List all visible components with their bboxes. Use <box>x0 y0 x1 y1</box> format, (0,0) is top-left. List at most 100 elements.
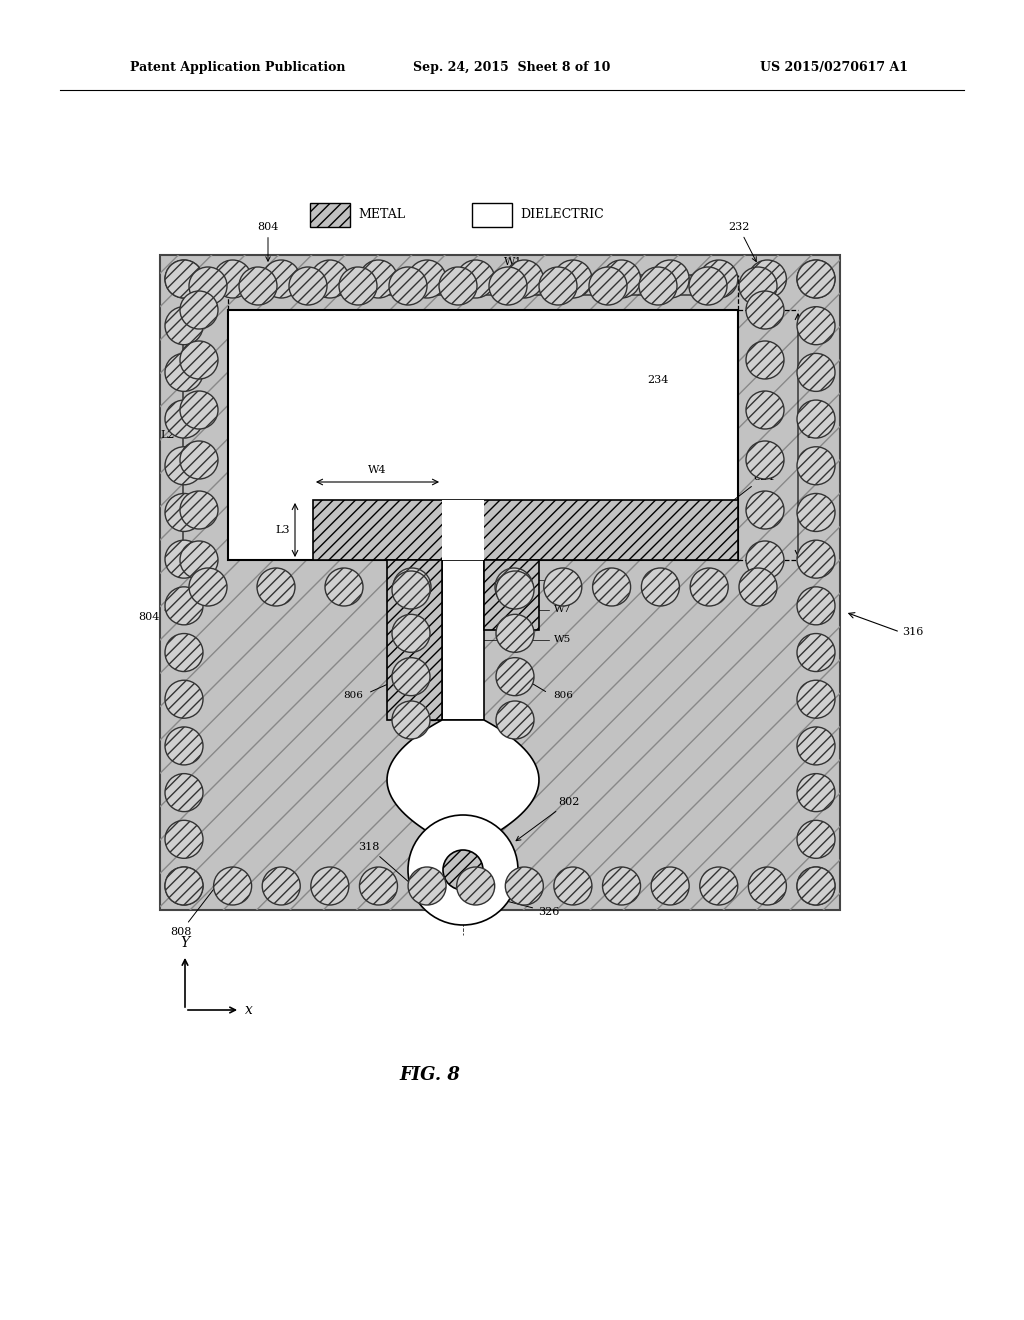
Circle shape <box>392 657 430 696</box>
Circle shape <box>746 441 784 479</box>
Text: 318: 318 <box>358 842 415 887</box>
Circle shape <box>746 541 784 579</box>
Text: 802: 802 <box>516 797 580 841</box>
Circle shape <box>165 260 203 298</box>
Text: Patent Application Publication: Patent Application Publication <box>130 62 345 74</box>
Text: x: x <box>245 1003 253 1016</box>
Circle shape <box>797 540 835 578</box>
Bar <box>160 255 840 909</box>
Circle shape <box>746 491 784 529</box>
Circle shape <box>496 657 534 696</box>
Circle shape <box>797 446 835 484</box>
Bar <box>310 203 350 227</box>
Circle shape <box>165 494 203 532</box>
Text: 601: 601 <box>489 537 545 564</box>
Text: L3: L3 <box>275 525 290 535</box>
Circle shape <box>165 820 203 858</box>
Text: Y: Y <box>180 936 189 950</box>
Text: 804: 804 <box>257 222 279 261</box>
Circle shape <box>797 727 835 764</box>
Circle shape <box>214 867 252 906</box>
Circle shape <box>457 260 495 298</box>
Text: W4: W4 <box>368 465 386 475</box>
Circle shape <box>699 867 737 906</box>
Circle shape <box>496 614 534 652</box>
Bar <box>472 203 512 227</box>
Polygon shape <box>387 719 539 840</box>
Circle shape <box>505 260 544 298</box>
Circle shape <box>165 774 203 812</box>
Circle shape <box>392 614 430 652</box>
Bar <box>484 560 539 630</box>
Circle shape <box>165 260 203 298</box>
Text: 806: 806 <box>553 690 572 700</box>
Circle shape <box>602 260 641 298</box>
Circle shape <box>797 867 835 906</box>
Circle shape <box>165 727 203 764</box>
Circle shape <box>749 867 786 906</box>
Circle shape <box>311 260 349 298</box>
Bar <box>387 560 442 719</box>
Text: R1: R1 <box>498 855 512 865</box>
Circle shape <box>593 568 631 606</box>
Text: L2: L2 <box>161 430 175 440</box>
Circle shape <box>496 572 534 609</box>
Circle shape <box>180 441 218 479</box>
Circle shape <box>489 267 527 305</box>
Circle shape <box>165 867 203 906</box>
Circle shape <box>639 267 677 305</box>
Circle shape <box>392 701 430 739</box>
Text: 808: 808 <box>170 884 218 937</box>
Circle shape <box>797 400 835 438</box>
Circle shape <box>180 491 218 529</box>
Circle shape <box>189 568 227 606</box>
Circle shape <box>165 634 203 672</box>
Text: W5: W5 <box>554 635 571 644</box>
Circle shape <box>749 260 786 298</box>
Circle shape <box>359 867 397 906</box>
Circle shape <box>797 354 835 392</box>
Circle shape <box>797 260 835 298</box>
Circle shape <box>165 306 203 345</box>
Circle shape <box>339 267 377 305</box>
Text: 806: 806 <box>343 690 362 700</box>
Text: 824: 824 <box>711 473 774 517</box>
Bar <box>313 500 738 560</box>
Text: 232: 232 <box>728 222 757 261</box>
Circle shape <box>797 587 835 624</box>
Circle shape <box>409 867 446 906</box>
Circle shape <box>165 867 203 906</box>
Circle shape <box>409 260 446 298</box>
Circle shape <box>180 541 218 579</box>
Circle shape <box>739 568 777 606</box>
Text: DIELECTRIC: DIELECTRIC <box>520 209 604 222</box>
Circle shape <box>505 867 544 906</box>
Circle shape <box>589 267 627 305</box>
Text: W6: W6 <box>554 576 571 585</box>
Circle shape <box>746 341 784 379</box>
Circle shape <box>797 306 835 345</box>
Circle shape <box>443 850 483 890</box>
Circle shape <box>651 867 689 906</box>
Circle shape <box>289 267 327 305</box>
Circle shape <box>165 587 203 624</box>
Text: 804: 804 <box>138 601 184 622</box>
Bar <box>442 560 484 719</box>
Circle shape <box>311 867 349 906</box>
Circle shape <box>797 260 835 298</box>
Text: W7: W7 <box>554 606 571 615</box>
Circle shape <box>325 568 362 606</box>
Circle shape <box>699 260 737 298</box>
Circle shape <box>797 494 835 532</box>
Circle shape <box>392 572 430 609</box>
Circle shape <box>797 867 835 906</box>
Circle shape <box>165 446 203 484</box>
Text: FIG. 8: FIG. 8 <box>399 1067 461 1084</box>
Circle shape <box>746 391 784 429</box>
Text: R2: R2 <box>451 906 465 915</box>
Circle shape <box>262 260 300 298</box>
Circle shape <box>257 568 295 606</box>
Text: W1: W1 <box>504 257 522 267</box>
Text: R3: R3 <box>414 870 428 879</box>
Circle shape <box>165 354 203 392</box>
